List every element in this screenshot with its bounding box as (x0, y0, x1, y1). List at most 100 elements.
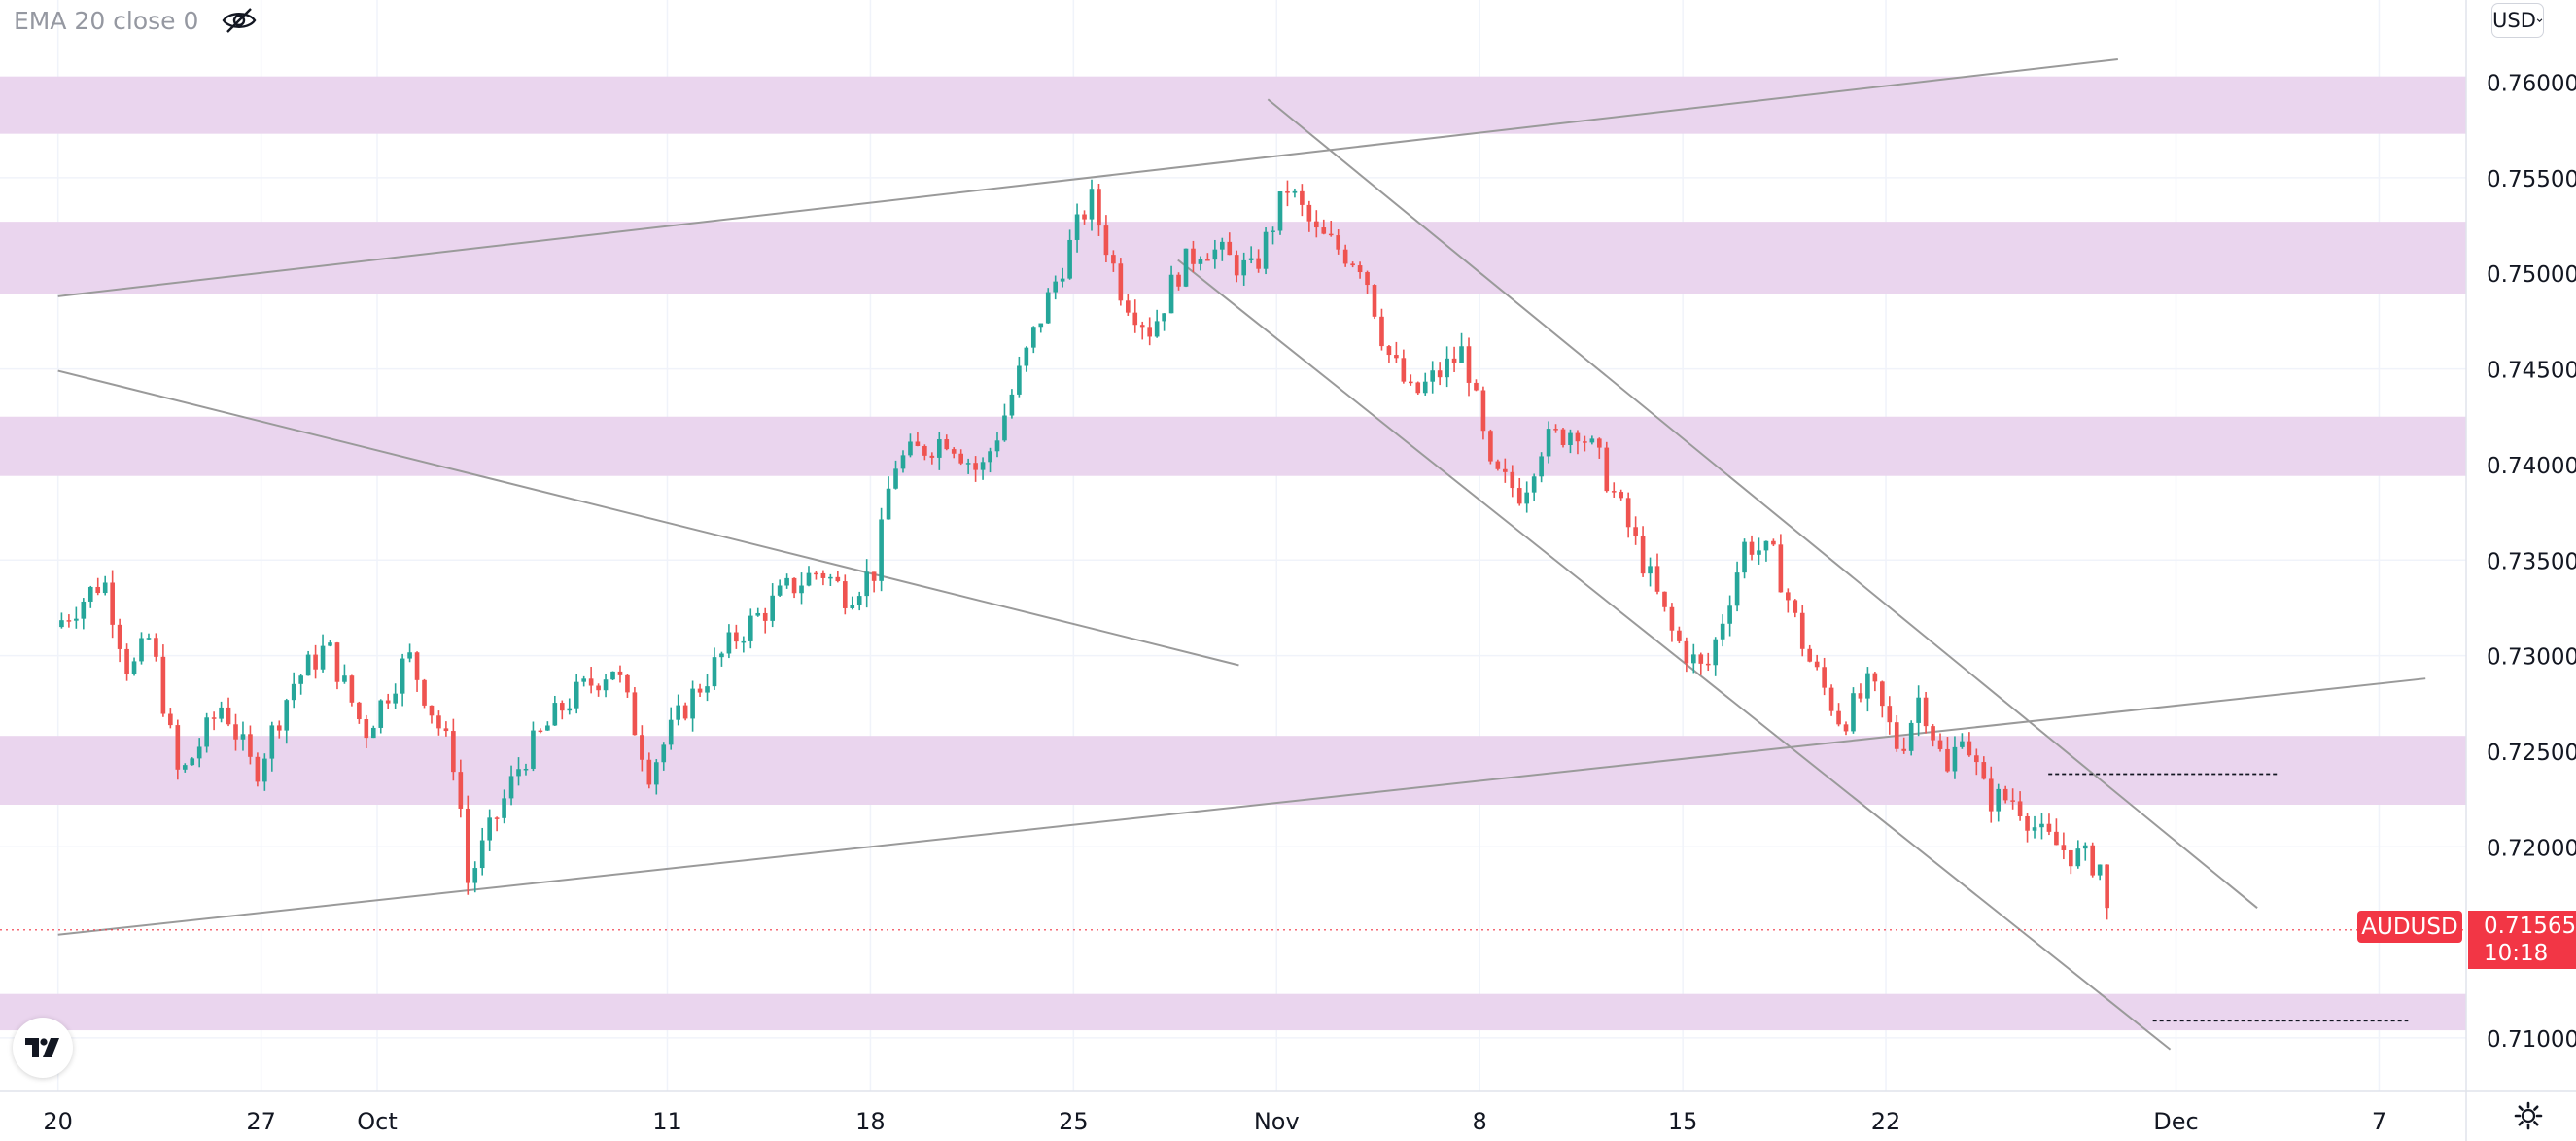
candle-body (1227, 241, 1233, 256)
candle-body (1394, 355, 1399, 359)
candle-body (653, 762, 659, 785)
candle-body (219, 707, 224, 719)
candle-body (1981, 762, 1987, 779)
candle-body (422, 679, 427, 706)
candle-body (1713, 639, 1719, 666)
x-tick-label: 25 (1059, 1108, 1089, 1135)
candle-body (305, 654, 311, 676)
candle-body (523, 768, 529, 771)
candle-body (2097, 864, 2103, 876)
candle-body (1256, 258, 1261, 269)
candle-body (661, 744, 667, 763)
candle-body (741, 640, 747, 643)
bar-countdown: 10:18 (2484, 941, 2549, 966)
candle-body (443, 728, 449, 732)
settings-gear-icon[interactable] (2514, 1101, 2543, 1130)
candle-body (1488, 431, 1493, 462)
candle-body (1524, 492, 1530, 504)
candle-body (196, 746, 202, 759)
candle-body (1851, 693, 1856, 732)
candle-body (1132, 312, 1138, 326)
candle-body (1611, 491, 1617, 493)
candle-body (1300, 190, 1305, 205)
candle-body (1901, 748, 1907, 751)
candle-body (1162, 313, 1166, 322)
candle-body (2002, 788, 2008, 801)
candlesticks (59, 179, 2109, 920)
candle-body (1640, 536, 1646, 574)
candle-body (842, 581, 848, 608)
candle-body (342, 675, 347, 682)
candle-body (596, 685, 601, 691)
candle-body (1960, 741, 1965, 747)
candle-body (1734, 572, 1740, 606)
candle-body (2075, 848, 2081, 867)
candle-body (95, 586, 101, 594)
candle-body (1336, 235, 1341, 250)
candle-body (320, 645, 326, 670)
candle-body (117, 624, 122, 649)
candle-body (1118, 263, 1124, 301)
candle-body (574, 681, 579, 709)
dashed-target-levels (2048, 773, 2409, 1022)
candle-body (1786, 592, 1791, 601)
candle-body (66, 620, 72, 622)
candle-body (175, 725, 181, 770)
candle-body (1241, 259, 1247, 276)
candle-body (87, 586, 93, 602)
x-tick-label: 20 (43, 1108, 73, 1135)
candle-body (1931, 726, 1935, 741)
currency-selector[interactable]: USD (2491, 3, 2544, 38)
candle-body (262, 758, 267, 782)
candle-body (1865, 673, 1870, 699)
candle-body (284, 700, 290, 731)
candle-body (646, 759, 652, 785)
candle-body (298, 675, 303, 684)
candle-body (160, 656, 166, 714)
candle-body (1445, 358, 1449, 378)
candle-body (1763, 540, 1769, 551)
candle-body (1474, 382, 1479, 391)
candle-body (487, 817, 492, 841)
x-tick-label: 22 (1871, 1108, 1901, 1135)
candle-body (1277, 191, 1283, 231)
price-zone (0, 736, 2466, 805)
candle-body (458, 772, 464, 809)
candle-body (806, 572, 812, 586)
candle-body (190, 758, 195, 766)
candle-body (1814, 661, 1820, 668)
candle-body (1945, 748, 1950, 772)
candle-body (2105, 864, 2109, 909)
candle-body (479, 840, 485, 869)
time-axis: 20 27 Oct 11 18 25 Nov 8 15 22 Dec 7 (43, 1108, 2386, 1135)
candle-body (1379, 316, 1384, 347)
candle-body (1002, 415, 1007, 441)
candle-body (400, 658, 405, 694)
candle-body (908, 441, 913, 456)
candle-body (603, 679, 609, 691)
candle-body (2054, 831, 2059, 846)
candle-body (2082, 845, 2088, 849)
candle-body (640, 735, 644, 760)
trendline (1177, 259, 2172, 1051)
candle-body (915, 441, 921, 447)
candle-body (784, 577, 789, 586)
candle-body (799, 585, 804, 594)
candle-body (1604, 447, 1610, 492)
x-tick-label: 7 (2372, 1108, 2386, 1135)
chevron-down-icon (2536, 18, 2543, 22)
candle-body (719, 653, 724, 658)
candle-body (1365, 272, 1370, 286)
candle-body (1568, 432, 1573, 445)
candle-body (1401, 358, 1407, 382)
candle-body (465, 808, 470, 883)
candle-body (1205, 259, 1210, 261)
tradingview-logo-icon[interactable] (13, 1018, 73, 1078)
support-resistance-zones (0, 76, 2466, 1031)
candle-body (2039, 823, 2044, 828)
candle-body (588, 678, 594, 686)
eye-off-icon[interactable] (220, 6, 259, 35)
y-tick-label: 0.74500 (2487, 359, 2576, 384)
candle-body (886, 488, 891, 520)
